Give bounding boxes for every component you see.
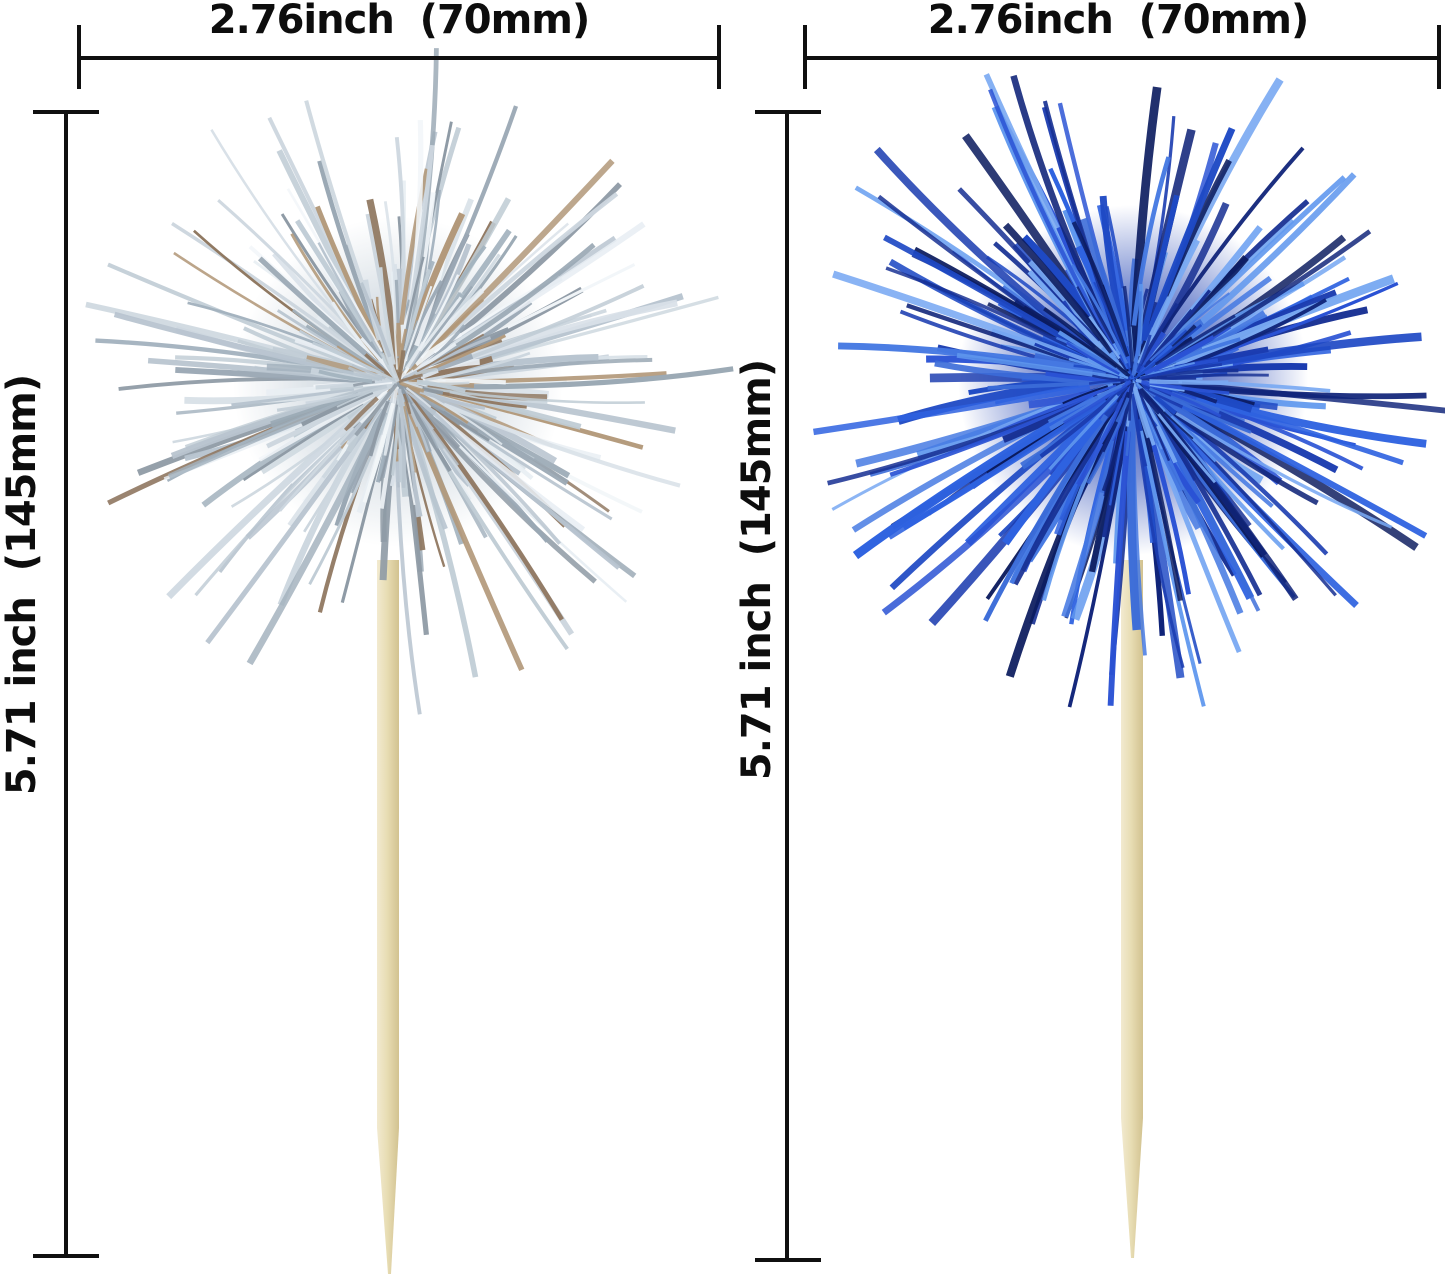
wooden-stick-left	[377, 560, 399, 1274]
width-dimension-line-right	[805, 56, 1441, 60]
width-dimension-label-right: 2.76inch (70mm)	[927, 0, 1310, 43]
width-dim-right-start-tick	[803, 25, 807, 89]
height-dim-left-bottom-tick	[33, 1254, 99, 1258]
height-dimension-label-right: 5.71 inch (145mm)	[734, 359, 780, 781]
wooden-stick-right	[1121, 560, 1143, 1258]
height-dim-right-bottom-tick	[755, 1258, 821, 1262]
silver-tinsel-pom	[85, 48, 734, 715]
height-dimension-line-left	[64, 112, 68, 1258]
width-dimension-label-left: 2.76inch (70mm)	[208, 0, 591, 43]
width-dim-left-start-tick	[77, 25, 81, 89]
height-dim-left-top-tick	[33, 110, 99, 114]
height-dimension-line-right	[785, 112, 789, 1262]
height-dim-right-top-tick	[755, 110, 821, 114]
width-dimension-line-left	[79, 56, 719, 60]
blue-tinsel-pom	[813, 73, 1445, 708]
width-dim-right-end-tick	[1437, 25, 1441, 89]
height-dimension-label-left: 5.71 inch (145mm)	[0, 374, 45, 796]
width-dim-left-end-tick	[717, 25, 721, 89]
